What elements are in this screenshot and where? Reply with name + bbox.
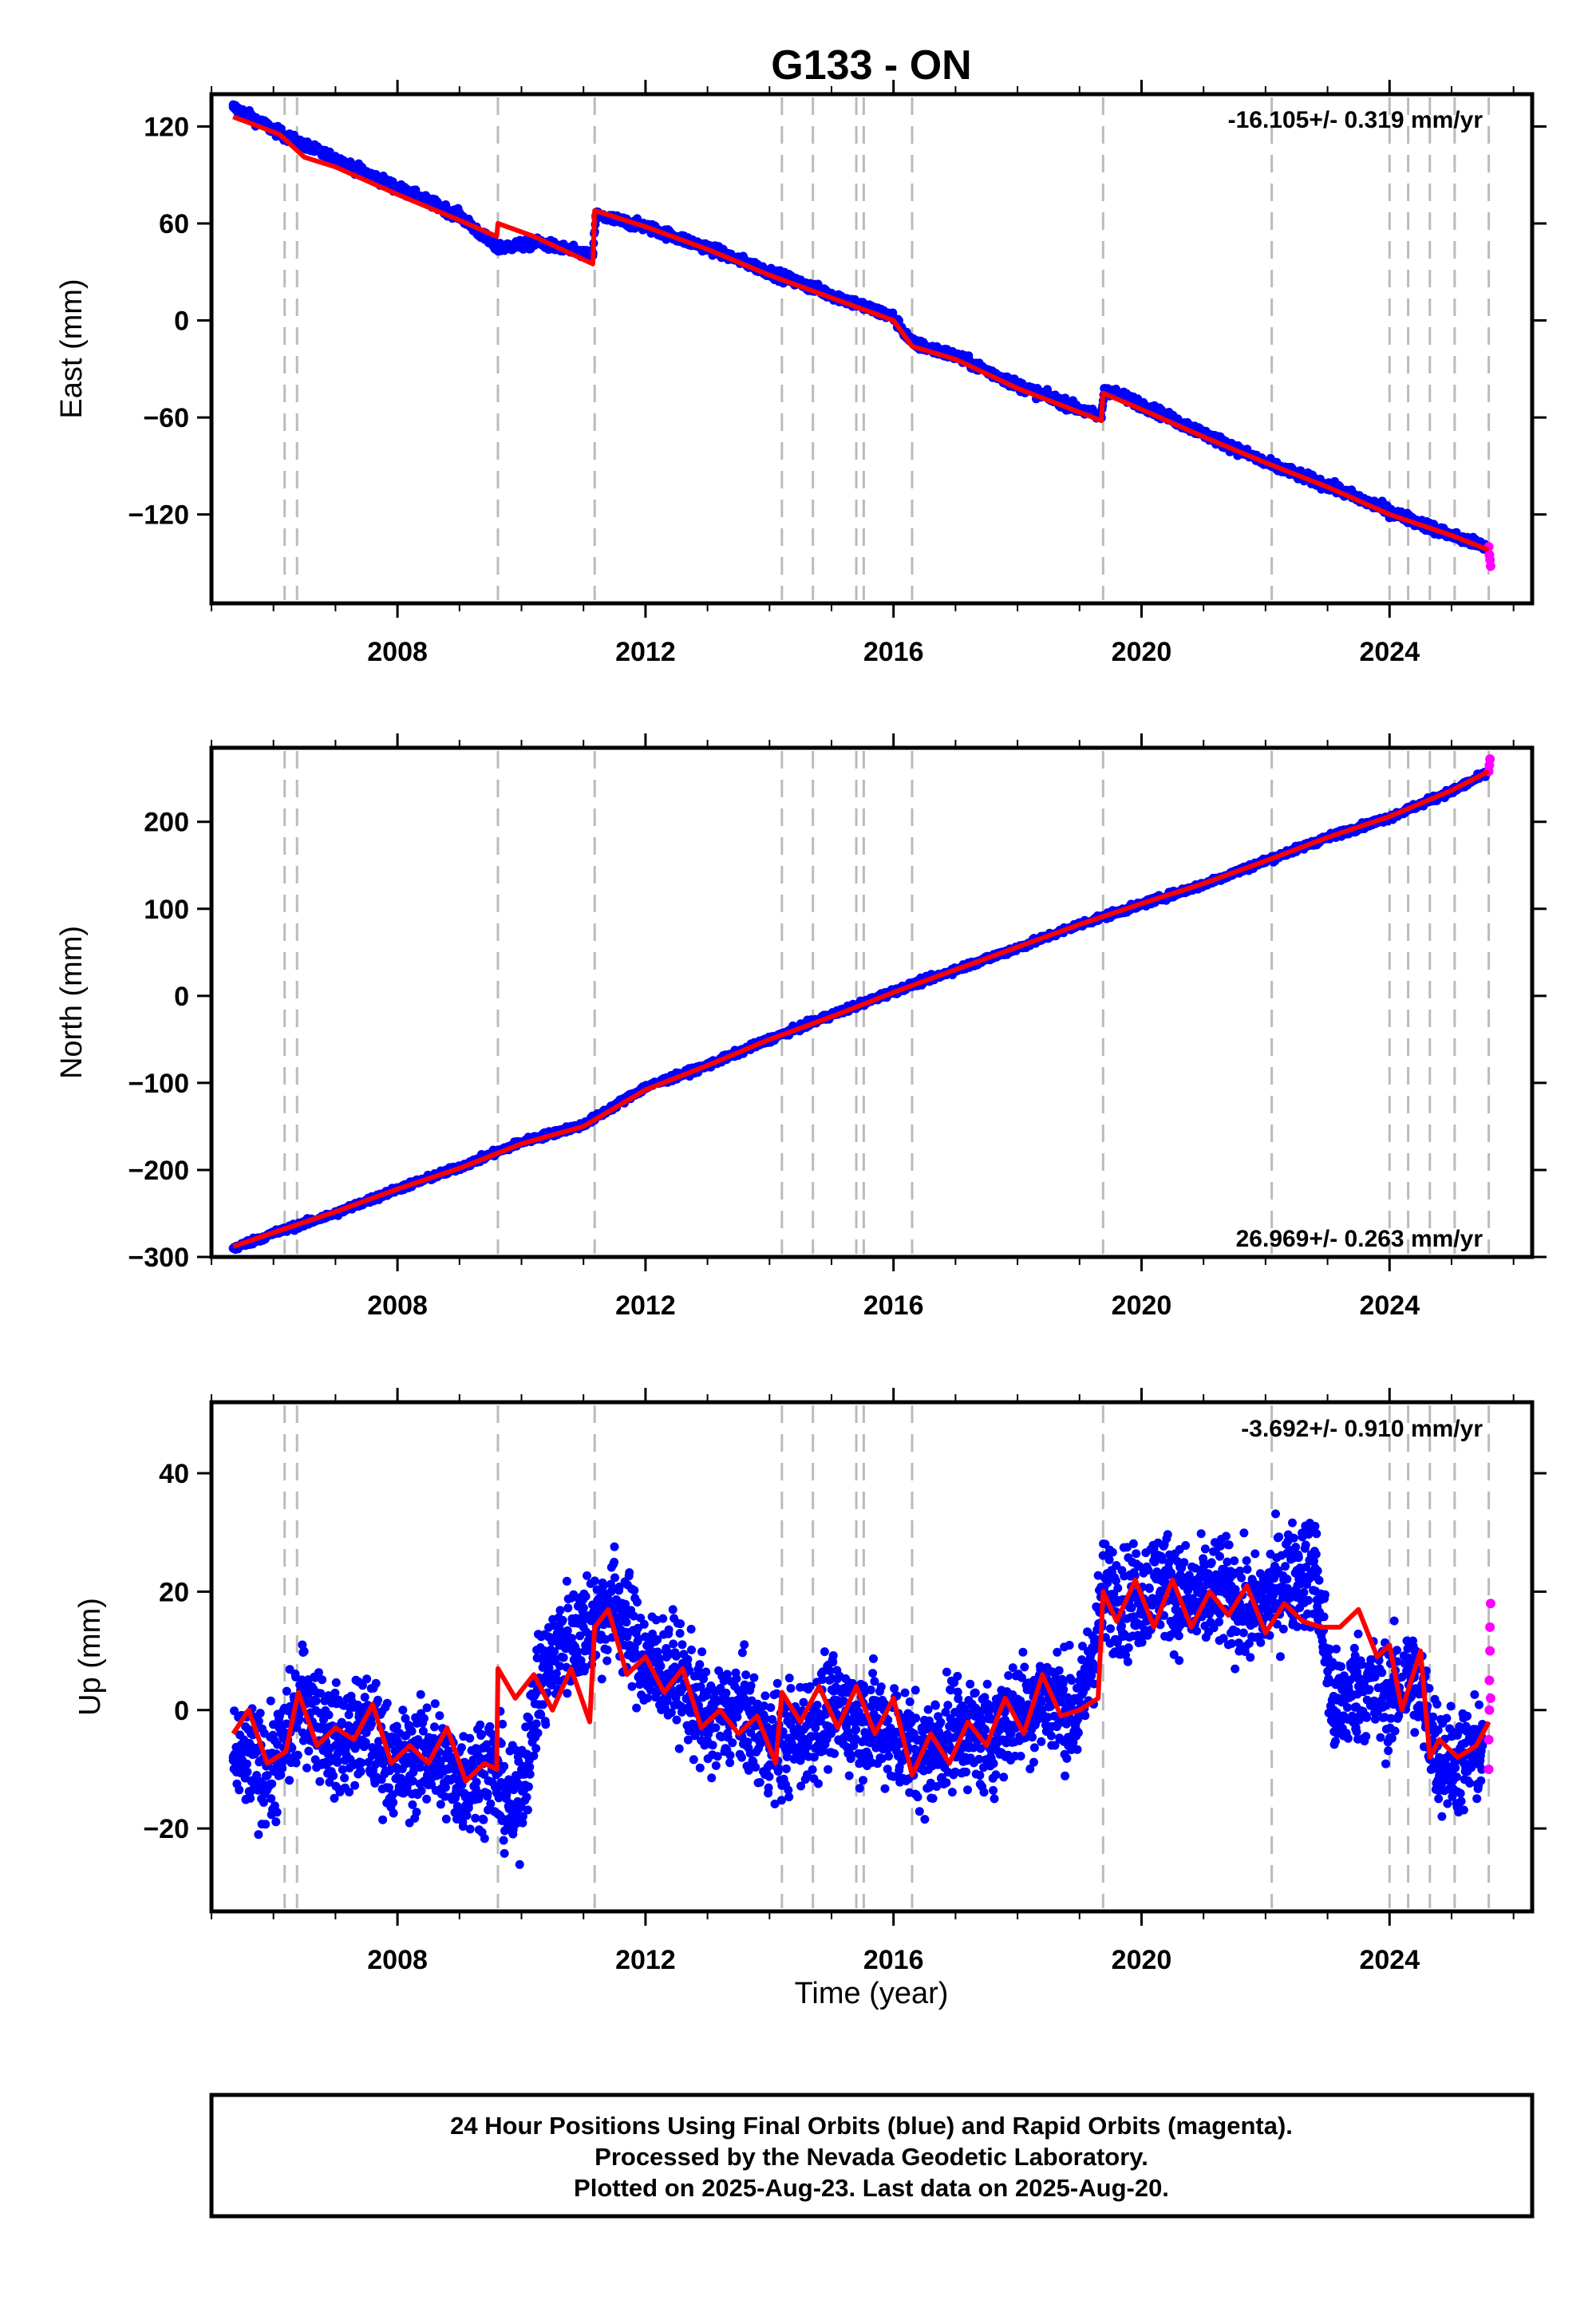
y-tick-label: −60 bbox=[143, 403, 189, 433]
final-orbit-point bbox=[267, 1779, 277, 1788]
final-orbit-point bbox=[255, 1709, 265, 1718]
final-orbit-point bbox=[299, 1646, 309, 1656]
y-axis-label: East (mm) bbox=[55, 279, 89, 418]
final-orbit-point bbox=[291, 1758, 301, 1768]
final-orbit-point bbox=[314, 1668, 323, 1678]
plot-frame bbox=[209, 92, 1535, 606]
x-tick-label: 2020 bbox=[1112, 637, 1172, 667]
final-orbit-point bbox=[266, 1696, 275, 1705]
rapid-orbit-point bbox=[1485, 754, 1495, 765]
final-orbit-point bbox=[261, 1820, 271, 1829]
final-orbit-point bbox=[254, 1717, 263, 1726]
final-orbit-point bbox=[294, 138, 303, 148]
x-tick-label: 2016 bbox=[863, 1290, 924, 1321]
y-axis-label: North (mm) bbox=[55, 926, 89, 1079]
final-orbit-point bbox=[230, 1706, 239, 1716]
final-orbit-point bbox=[271, 1817, 281, 1827]
final-orbit-point bbox=[267, 1794, 276, 1804]
north-panel: 2008 2012 2016 2020 20242001000−100−200−300 … bbox=[55, 733, 1547, 1321]
final-orbit-point bbox=[285, 1776, 294, 1785]
event-lines bbox=[283, 751, 1491, 1254]
final-orbit-point bbox=[311, 1696, 321, 1705]
model-curve bbox=[232, 114, 1490, 552]
plot-frame bbox=[209, 745, 1535, 1259]
model-curve bbox=[232, 769, 1490, 1249]
final-orbit-point bbox=[393, 183, 402, 192]
y-tick-label: 120 bbox=[144, 113, 189, 143]
final-orbit-point bbox=[254, 1830, 263, 1840]
y-tick-label: 200 bbox=[144, 808, 189, 838]
x-tick-label: 2024 bbox=[1359, 637, 1420, 667]
rate-label: -16.105+/- 0.319 mm/yr bbox=[1228, 107, 1483, 133]
final-orbit-point bbox=[242, 1759, 251, 1769]
final-orbit-point bbox=[272, 1808, 282, 1817]
east-panel: 2008 2012 2016 2020 2024 120 60 0 −60 −120 East (… bbox=[55, 80, 1547, 667]
y-tick-label: −200 bbox=[128, 1156, 189, 1186]
final-orbit-point bbox=[293, 1750, 302, 1760]
final-orbit-point bbox=[228, 102, 238, 112]
final-orbit-point bbox=[304, 1746, 314, 1756]
rate-label: 26.969+/- 0.263 mm/yr bbox=[1236, 1226, 1483, 1252]
final-orbit-point bbox=[298, 1640, 307, 1650]
rapid-orbit-points bbox=[1483, 542, 1495, 571]
rapid-orbit-points bbox=[1483, 754, 1495, 777]
y-tick-label: 0 bbox=[174, 306, 189, 337]
y-tick-label: 60 bbox=[159, 209, 189, 239]
final-orbit-point bbox=[279, 1728, 289, 1737]
axis-ticks: 2008 2012 2016 2020 2024 200 100 0 −100 −200 −300 bbox=[128, 733, 1547, 1321]
x-tick-label: 2012 bbox=[615, 1290, 676, 1321]
final-orbit-point bbox=[282, 1686, 291, 1696]
x-tick-label: 2016 bbox=[863, 637, 924, 667]
event-lines bbox=[283, 1405, 1491, 1908]
y-tick-label: −100 bbox=[128, 1069, 189, 1099]
final-orbit-point bbox=[287, 1743, 297, 1753]
y-tick-label: 100 bbox=[144, 895, 189, 925]
x-tick-label: 2020 bbox=[1112, 1290, 1172, 1321]
x-tick-label: 2024 bbox=[1359, 1290, 1420, 1321]
final-orbit-point bbox=[294, 1715, 304, 1724]
final-orbit-point bbox=[302, 1763, 311, 1773]
final-orbit-point bbox=[310, 1755, 320, 1765]
final-orbit-point bbox=[259, 1798, 268, 1807]
final-orbit-point bbox=[243, 1767, 252, 1777]
chart-title: G133 - ON bbox=[771, 42, 971, 89]
final-orbit-point bbox=[330, 154, 340, 164]
final-orbit-point bbox=[276, 1770, 286, 1780]
final-orbit-point bbox=[246, 1793, 255, 1803]
y-tick-label: 0 bbox=[174, 982, 189, 1012]
y-tick-label: −120 bbox=[128, 500, 189, 531]
final-orbit-point bbox=[263, 1771, 272, 1780]
final-orbit-point bbox=[492, 243, 501, 252]
final-orbit-point bbox=[1100, 384, 1109, 393]
x-tick-label: 2008 bbox=[367, 1290, 428, 1321]
final-orbit-point bbox=[235, 1785, 244, 1795]
x-tick-label: 2008 bbox=[367, 637, 428, 667]
rapid-orbit-point bbox=[1485, 561, 1495, 571]
final-orbit-point bbox=[282, 1719, 291, 1729]
final-orbit-points bbox=[228, 100, 1491, 554]
event-lines bbox=[283, 97, 1491, 600]
final-orbit-point bbox=[292, 1723, 302, 1733]
axis-ticks: 2008 2012 2016 2020 2024 120 60 0 −60 −120 bbox=[128, 80, 1547, 667]
x-tick-label: 2012 bbox=[615, 637, 676, 667]
y-tick-label: −300 bbox=[128, 1243, 189, 1273]
